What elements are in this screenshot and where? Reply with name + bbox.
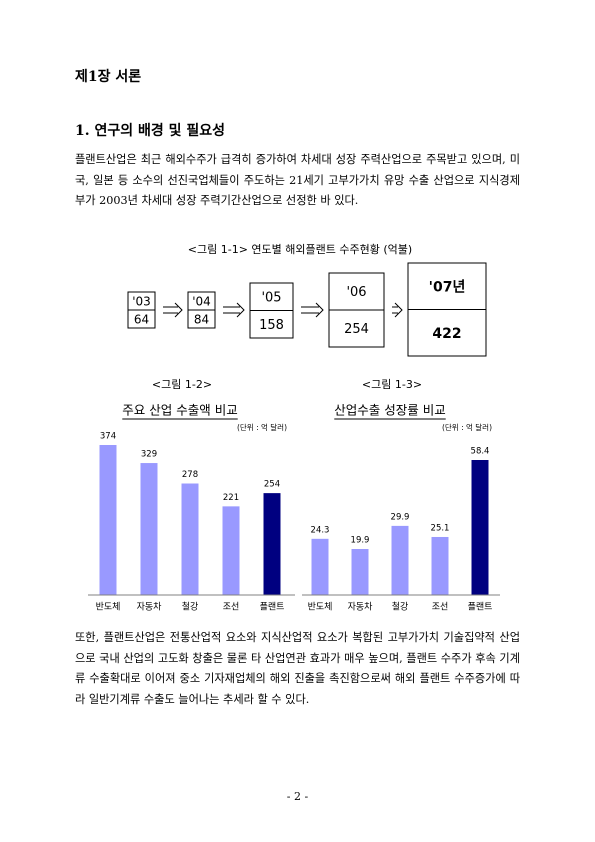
category-label: 반도체 <box>308 602 333 613</box>
order-value: 254 <box>344 322 369 337</box>
bar <box>351 548 369 595</box>
category-label: 자동차 <box>137 601 163 613</box>
bar <box>181 483 199 595</box>
value-label: 329 <box>141 450 157 460</box>
figure-label: <그림 1-3> <box>362 378 422 391</box>
category-label: 플랜트 <box>260 602 285 613</box>
unit-label: (단위 : 억 달러) <box>237 422 287 432</box>
value-label: 221 <box>223 493 239 503</box>
order-value: 64 <box>134 313 149 327</box>
category-label: 조선 <box>223 602 240 613</box>
arrow <box>163 302 183 318</box>
chart-title: 산업수출 성장률 비교 <box>334 403 445 418</box>
category-label: 자동차 <box>348 601 374 613</box>
page-number: - 2 - <box>286 790 309 803</box>
chapter-title: 제1장 서론 <box>75 69 142 85</box>
category-label: 철강 <box>392 602 409 613</box>
figure-label: <그림 1-2> <box>152 378 212 391</box>
value-label: 254 <box>264 480 280 490</box>
value-label: 58.4 <box>471 447 490 457</box>
category-label: 반도체 <box>96 602 121 613</box>
bar <box>140 463 158 595</box>
year-label: '05 <box>261 290 281 305</box>
value-label: 19.9 <box>351 535 370 545</box>
category-label: 철강 <box>182 602 199 613</box>
order-value: 84 <box>194 313 209 327</box>
arrow <box>223 302 245 318</box>
bar <box>431 536 449 595</box>
category-label: 플랜트 <box>468 602 493 613</box>
arrow <box>392 302 403 318</box>
year-label: '04 <box>192 295 211 309</box>
bar <box>222 506 240 595</box>
chart-title: 주요 산업 수출액 비교 <box>122 403 237 418</box>
order-value: 422 <box>432 326 461 342</box>
bar <box>99 445 117 595</box>
bar <box>391 525 409 595</box>
bar <box>311 538 329 595</box>
paragraph: 플랜트산업은 최근 해외수주가 급격히 증가하여 차세대 성장 주력산업으로 주… <box>75 153 520 207</box>
unit-label: (단위 : 억 달러) <box>442 422 492 432</box>
section-title: 1. 연구의 배경 및 필요성 <box>75 123 226 139</box>
value-label: 25.1 <box>431 523 450 533</box>
paragraph: 또한, 플랜트산업은 전통산업적 요소와 지식산업적 요소가 복합된 고부가가치… <box>75 631 520 706</box>
bar <box>263 493 281 595</box>
value-label: 278 <box>182 470 198 480</box>
category-label: 조선 <box>432 602 449 613</box>
order-value: 158 <box>259 318 284 333</box>
year-label: '03 <box>132 295 151 309</box>
year-label: '07년 <box>429 279 466 295</box>
year-label: '06 <box>346 285 366 300</box>
bar <box>471 460 489 595</box>
value-label: 29.9 <box>391 512 410 522</box>
value-label: 24.3 <box>311 525 330 535</box>
arrow <box>301 302 324 318</box>
figure-caption: <그림 1-1> 연도별 해외플랜트 수주현황 (억불) <box>188 242 412 256</box>
value-label: 374 <box>100 432 116 442</box>
